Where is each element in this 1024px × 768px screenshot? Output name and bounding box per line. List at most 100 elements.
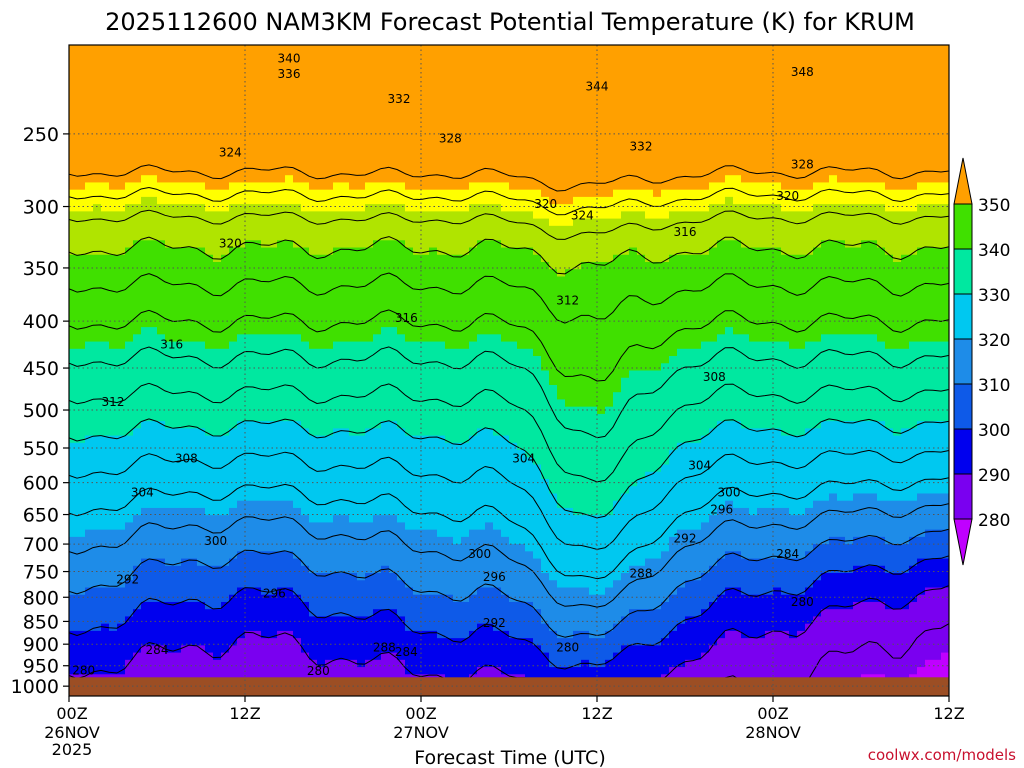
- x-tick-label: 00Z: [757, 704, 788, 723]
- colorbar-segment: [953, 473, 973, 520]
- contour-label: 304: [688, 459, 711, 473]
- contour-label: 292: [483, 616, 506, 630]
- x-tick-label: 00Z: [405, 704, 436, 723]
- x-tick-label: 12Z: [933, 704, 964, 723]
- y-tick-label: 550: [23, 438, 59, 460]
- isentrope-320: [69, 418, 949, 519]
- colorbar-low-triangle: [953, 518, 973, 566]
- contour-label: 296: [710, 503, 733, 517]
- isentrope-324: [69, 382, 949, 483]
- x-tick-sublabel2: 2025: [52, 740, 93, 759]
- y-tick-label: 500: [23, 400, 59, 422]
- colorbar-segment: [953, 338, 973, 385]
- colorbar-segment: [953, 203, 973, 250]
- contour-label: 296: [263, 586, 286, 600]
- contour-label: 316: [395, 311, 418, 325]
- isentrope-344: [69, 209, 949, 240]
- contour-label: 280: [72, 664, 95, 678]
- contour-label: 328: [439, 132, 462, 146]
- colorbar-label: 330: [978, 286, 1010, 306]
- temperature-bands: [69, 45, 949, 696]
- y-tick-label: 750: [23, 562, 59, 584]
- colorbar-label: 290: [978, 466, 1010, 486]
- contour-label: 308: [703, 370, 726, 384]
- y-tick-label: 250: [23, 124, 59, 146]
- colorbar-label: 350: [978, 196, 1010, 216]
- y-tick-label: 850: [23, 611, 59, 633]
- x-axis-label: Forecast Time (UTC): [414, 747, 605, 768]
- contour-label: 292: [674, 531, 697, 545]
- contour-label: 324: [571, 209, 594, 223]
- contour-label: 288: [373, 640, 396, 654]
- colorbar-label: 280: [978, 511, 1010, 531]
- contour-label: 284: [146, 643, 169, 657]
- y-tick-label: 300: [23, 197, 59, 219]
- pressure-axis: 2503003504004505005506006507007508008509…: [11, 124, 69, 698]
- colorbar-high-triangle: [953, 157, 973, 205]
- y-tick-label: 650: [23, 505, 59, 527]
- y-tick-label: 450: [23, 358, 59, 380]
- contour-label: 304: [512, 452, 535, 466]
- contour-label: 300: [204, 534, 227, 548]
- y-tick-label: 350: [23, 258, 59, 280]
- y-tick-label: 600: [23, 473, 59, 495]
- isentrope-352: [69, 164, 949, 192]
- contour-label: 320: [776, 189, 799, 203]
- chart-title: 2025112600 NAM3KM Forecast Potential Tem…: [105, 8, 915, 36]
- credit-link[interactable]: coolwx.com/models: [868, 746, 1016, 764]
- y-tick-label: 950: [23, 656, 59, 678]
- contour-label: 312: [556, 294, 579, 308]
- contour-label: 328: [791, 158, 814, 172]
- contour-label: 320: [534, 197, 557, 211]
- contour-label: 332: [388, 92, 411, 106]
- colorbar-label: 340: [978, 241, 1010, 261]
- contour-label: 284: [395, 645, 418, 659]
- contour-label: 332: [630, 139, 653, 153]
- grid-lines: [69, 45, 949, 696]
- y-tick-label: 900: [23, 634, 59, 656]
- contour-label: 312: [102, 395, 125, 409]
- colorbar-label: 320: [978, 331, 1010, 351]
- ground-surface: [69, 677, 949, 696]
- x-tick-label: 00Z: [56, 704, 87, 723]
- contour-label: 296: [483, 570, 506, 584]
- colorbar-segment: [953, 248, 973, 295]
- contour-label: 348: [791, 65, 814, 79]
- contour-label: 292: [116, 572, 139, 586]
- contour-label: 316: [160, 337, 183, 351]
- x-tick-sublabel: 27NOV: [393, 723, 449, 742]
- colorbar: 280 290 300 310 320 330 340 350: [953, 157, 1010, 566]
- colorbar-segment: [953, 293, 973, 340]
- contour-label: 304: [131, 486, 154, 500]
- contour-label: 300: [468, 547, 491, 561]
- isentrope-300: [69, 555, 949, 670]
- contour-label: 336: [278, 67, 301, 81]
- contour-label: 300: [718, 486, 741, 500]
- x-tick-label: 12Z: [229, 704, 260, 723]
- x-tick-sublabel: 26NOV: [44, 723, 100, 742]
- contour-label: 288: [630, 567, 653, 581]
- isentrope-lines: [69, 164, 949, 696]
- y-tick-label: 400: [23, 311, 59, 333]
- x-tick-sublabel: 28NOV: [745, 723, 801, 742]
- y-tick-label: 1000: [11, 676, 59, 698]
- contour-label: 344: [586, 80, 609, 94]
- y-tick-label: 700: [23, 534, 59, 556]
- contour-label: 280: [307, 664, 330, 678]
- contour-label: 316: [674, 225, 697, 239]
- contour-label: 308: [175, 452, 198, 466]
- x-tick-label: 12Z: [581, 704, 612, 723]
- contour-label: 324: [219, 146, 242, 160]
- plot-frame: [68, 44, 950, 697]
- contour-label: 340: [278, 52, 301, 66]
- contour-label: 320: [219, 236, 242, 250]
- isentrope-332: [69, 309, 949, 382]
- colorbar-label: 310: [978, 376, 1010, 396]
- contour-label: 280: [791, 595, 814, 609]
- contour-label: 280: [556, 641, 579, 655]
- colorbar-label: 300: [978, 421, 1010, 441]
